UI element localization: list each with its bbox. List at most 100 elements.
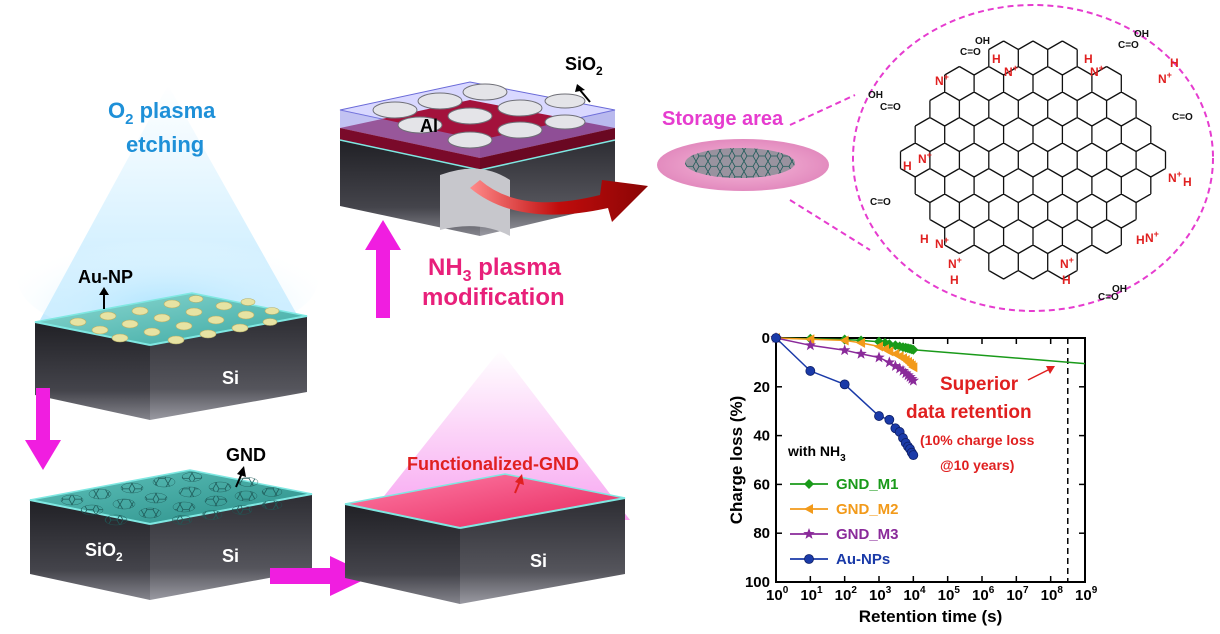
au-np-callout: Au-NP [78,267,133,309]
data-point [883,356,895,368]
hydroxyl-label: OH [1134,29,1149,40]
plot-frame [775,337,1086,583]
x-tick-label: 107 [1006,585,1029,604]
carbonyl-label: C=O [960,47,981,58]
y-tick-label: 80 [753,525,770,542]
svg-text:modification: modification [422,284,565,311]
legend-label: Au-NPs [836,551,890,568]
data-point [804,504,813,514]
data-point [907,374,919,386]
data-point [839,379,850,390]
si-label-2: Si [222,546,239,566]
functionalized-gnd-block: Si [344,473,626,604]
retention-chart: 100 101 102 103 104 105 106 107 108 1090204060801… [727,330,1098,626]
al-electrodes [372,83,586,149]
svg-text:SiO2: SiO2 [565,54,603,78]
data-point [902,369,914,381]
x-tick-label: 103 [869,585,892,604]
hydroxyl-label: OH [1112,284,1127,295]
hexagon-bonds [899,40,1167,280]
data-point [804,339,816,351]
graphene-nanodots [60,472,283,526]
au-np-substrate-block: Si [34,292,308,420]
h-label: H [950,273,959,287]
x-tick-label: 104 [903,585,926,604]
gnd-substrate-block: SiO2 Si [29,469,313,600]
x-tick-label: 109 [1075,585,1098,604]
annotation-line-4: @10 years) [940,457,1014,473]
x-tick-label: 102 [835,585,858,604]
svg-text:Storage area: Storage area [662,108,784,130]
h-label: H [992,52,1001,66]
h-label: H [920,232,929,246]
chart-annotation: Superior data retention (10% charge loss @1… [906,366,1055,473]
annotation-line-2: data retention [906,402,1032,423]
arrow-up-1 [365,220,401,318]
hydroxyl-label: OH [975,36,990,47]
data-point [897,364,909,376]
al-label: Al [420,116,438,136]
legend-label: GND_M2 [836,501,899,518]
annotation-arrowhead [1046,366,1055,374]
carbonyl-label: C=O [1098,292,1119,303]
legend-label: GND_M3 [836,526,899,543]
si-label-3: Si [530,551,547,571]
hydroxyl-label: OH [868,90,883,101]
y-tick-label: 0 [762,330,770,347]
gnd-callout: GND [226,445,266,488]
si-label-1: Si [222,368,239,388]
graphene-lattice [899,40,1167,280]
svg-text:NH3 plasma: NH3 plasma [428,254,562,285]
data-point [904,371,916,382]
y-tick-label: 40 [753,428,770,445]
arrow-down-1 [25,388,61,470]
carbonyl-label: C=O [1172,112,1193,123]
data-point [889,360,902,371]
y-tick-label: 100 [745,574,770,591]
data-point [908,450,919,461]
h-label: H [1136,233,1145,247]
svg-text:etching: etching [126,132,204,157]
x-tick-label: 105 [938,585,961,604]
svg-text:Functionalized-GND: Functionalized-GND [407,454,579,474]
h-label: H [1062,273,1071,287]
data-point [884,414,895,425]
series-au-nps [771,333,919,461]
extrapolation-line [913,348,1086,365]
storage-area: Storage area [657,94,871,251]
y-tick-label: 20 [753,379,770,396]
h-label: H [1084,52,1093,66]
sio2-label-bottom: SiO2 [85,540,123,564]
data-point [874,411,884,421]
carbonyl-label: C=O [1118,40,1139,51]
svg-text:Au-NP: Au-NP [78,267,133,287]
carbonyl-label: C=O [880,102,901,113]
data-point [908,362,918,373]
x-tick-label: 101 [800,585,823,604]
data-point [906,373,918,384]
data-point [855,347,867,359]
annotation-line-1: Superior [940,374,1019,395]
data-point [803,528,815,539]
sio2-top-callout: SiO2 [565,54,603,103]
y-tick-label: 60 [753,476,770,493]
data-point [873,351,885,363]
data-point [894,362,906,374]
data-point [805,334,815,345]
device-block: Al [339,81,616,236]
data-point [804,554,814,564]
nh3-plasma-label: NH3 plasma modification [422,254,565,311]
o2-plasma-label: O2 plasma etching [108,98,216,157]
curved-arrow-to-storage [470,180,648,222]
legend-title: with NH3 [787,443,846,464]
carbonyl-label: C=O [870,197,891,208]
data-point [908,344,919,355]
svg-text:GND: GND [226,445,266,465]
x-axis-label: Retention time (s) [859,607,1003,626]
data-point [856,337,866,348]
h-label: H [1183,175,1192,189]
x-tick-label: 106 [972,585,995,604]
data-point [805,366,816,376]
